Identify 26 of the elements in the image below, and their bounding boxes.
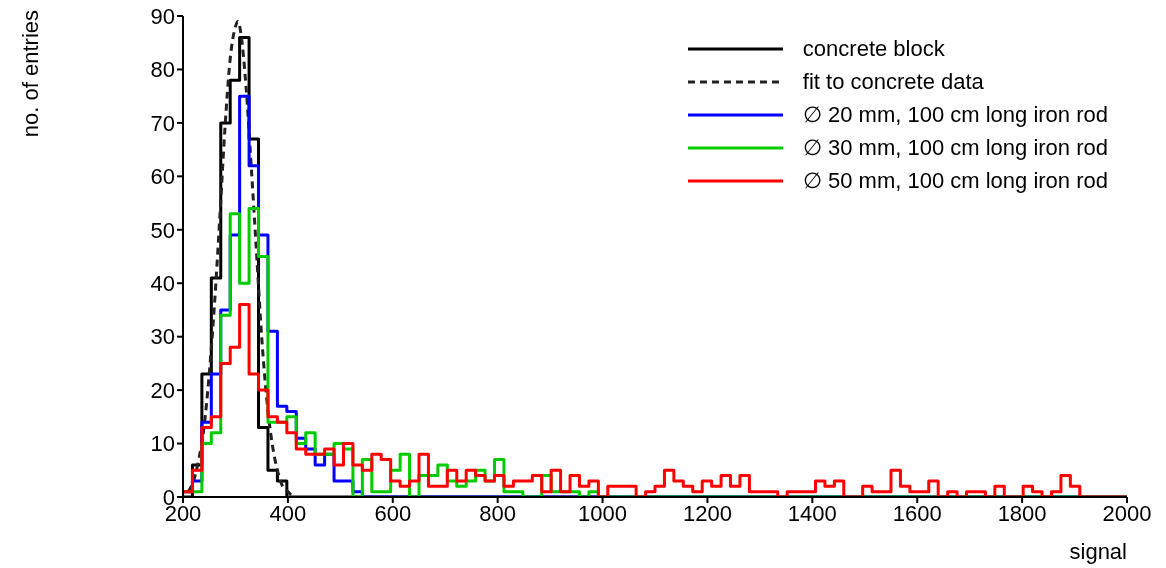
legend-label: ∅ 50 mm, 100 cm long iron rod <box>802 167 1108 194</box>
x-tick-label: 1600 <box>892 500 942 526</box>
y-tick-label: 70 <box>150 110 175 136</box>
y-tick-label: 30 <box>150 324 175 350</box>
x-tick-label: 600 <box>374 500 412 526</box>
y-tick-label: 60 <box>150 164 175 190</box>
x-tick-label: 1000 <box>578 500 628 526</box>
y-tick-label: 40 <box>150 271 175 297</box>
legend-label: ∅ 20 mm, 100 cm long iron rod <box>802 101 1108 128</box>
x-tick-label: 1800 <box>997 500 1047 526</box>
y-tick-label: 80 <box>150 57 175 83</box>
legend-label: concrete block <box>802 35 945 62</box>
line-series <box>186 19 295 497</box>
y-tick-label: 90 <box>150 3 175 29</box>
x-axis-title: signal <box>1069 539 1127 564</box>
x-tick-label: 1200 <box>682 500 732 526</box>
y-tick-label: 10 <box>150 431 175 457</box>
legend-label: fit to concrete data <box>802 68 984 95</box>
legend-label: ∅ 30 mm, 100 cm long iron rod <box>802 134 1108 161</box>
y-tick-label: 20 <box>150 377 175 403</box>
x-tick-label: 800 <box>479 500 517 526</box>
x-tick-label: 1400 <box>787 500 837 526</box>
x-tick-label: 400 <box>269 500 307 526</box>
x-tick-label: 2000 <box>1102 500 1152 526</box>
y-axis-title: no. of entries <box>18 10 43 138</box>
y-tick-label: 50 <box>150 217 175 243</box>
